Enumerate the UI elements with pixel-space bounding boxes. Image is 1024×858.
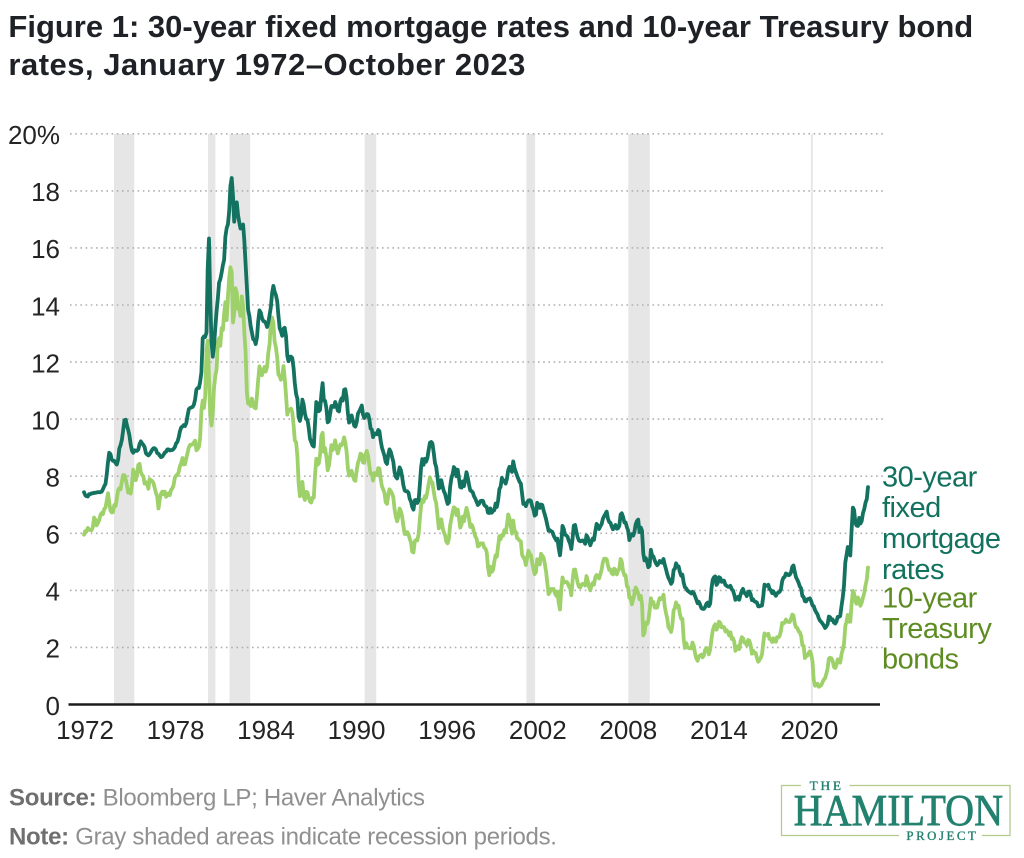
- svg-text:bonds: bonds: [882, 644, 959, 676]
- svg-text:1972: 1972: [56, 715, 114, 745]
- svg-text:2: 2: [46, 634, 60, 664]
- svg-text:0: 0: [46, 691, 60, 721]
- svg-text:Source: Bloomberg LP; Haver An: Source: Bloomberg LP; Haver Analytics: [9, 784, 425, 811]
- svg-text:2008: 2008: [599, 715, 657, 745]
- svg-text:mortgage: mortgage: [882, 523, 1001, 555]
- svg-text:HAMILTON: HAMILTON: [794, 786, 1004, 835]
- svg-text:Treasury: Treasury: [882, 613, 992, 645]
- svg-text:10: 10: [31, 405, 60, 435]
- svg-text:rates, January 1972–October 20: rates, January 1972–October 2023: [8, 47, 525, 82]
- svg-text:16: 16: [31, 234, 60, 264]
- svg-text:1984: 1984: [237, 715, 295, 745]
- svg-text:10-year: 10-year: [882, 582, 978, 614]
- svg-text:20%: 20%: [8, 120, 60, 150]
- svg-text:30-year: 30-year: [882, 461, 978, 493]
- svg-text:12: 12: [31, 348, 60, 378]
- svg-text:2002: 2002: [509, 715, 567, 745]
- svg-text:2020: 2020: [780, 715, 838, 745]
- svg-text:PROJECT: PROJECT: [906, 829, 978, 843]
- svg-text:1978: 1978: [147, 715, 205, 745]
- svg-text:18: 18: [31, 177, 60, 207]
- svg-text:1996: 1996: [418, 715, 476, 745]
- svg-text:1990: 1990: [328, 715, 386, 745]
- svg-text:8: 8: [46, 463, 60, 493]
- svg-text:2014: 2014: [690, 715, 748, 745]
- svg-text:4: 4: [46, 577, 60, 607]
- svg-text:THE: THE: [810, 779, 844, 793]
- svg-text:fixed: fixed: [882, 492, 941, 524]
- svg-text:rates: rates: [882, 554, 944, 586]
- svg-text:Note: Gray shaded areas indica: Note: Gray shaded areas indicate recessi…: [9, 824, 557, 851]
- svg-text:Figure 1: 30-year fixed mortga: Figure 1: 30-year fixed mortgage rates a…: [8, 9, 973, 44]
- svg-text:14: 14: [31, 291, 60, 321]
- svg-text:6: 6: [46, 520, 60, 550]
